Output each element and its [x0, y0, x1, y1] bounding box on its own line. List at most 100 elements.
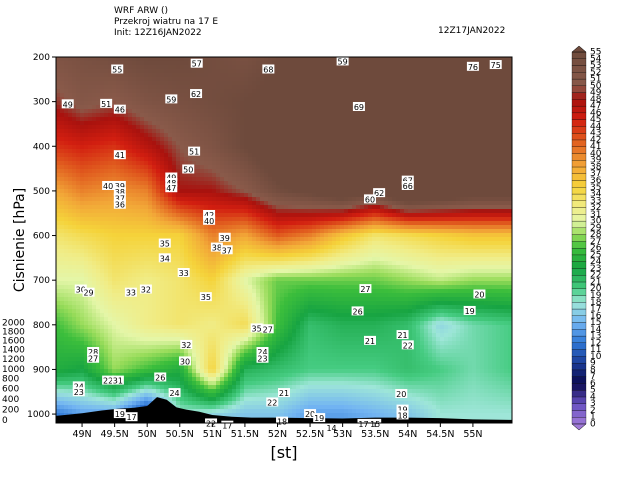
wind-cell [312, 141, 317, 146]
wind-cell [68, 213, 73, 218]
wind-cell [176, 93, 181, 98]
wind-cell [208, 61, 213, 66]
wind-cell [116, 125, 121, 130]
wind-cell [352, 173, 357, 178]
wind-cell [92, 97, 97, 102]
wind-cell [56, 65, 61, 70]
wind-cell [392, 177, 397, 182]
wind-cell [500, 69, 505, 74]
wind-cell [68, 117, 73, 122]
wind-cell [436, 97, 441, 102]
wind-cell [56, 97, 61, 102]
wind-cell [160, 141, 165, 146]
wind-cell [108, 193, 113, 198]
wind-cell [484, 105, 489, 110]
wind-cell [352, 221, 357, 226]
wind-cell [336, 121, 341, 126]
wind-cell [136, 69, 141, 74]
wind-cell [328, 153, 333, 158]
wind-cell [340, 133, 345, 138]
wind-cell [68, 141, 73, 146]
wind-cell [508, 205, 512, 210]
wind-cell [116, 221, 121, 226]
wind-cell [252, 157, 257, 162]
wind-cell [196, 141, 201, 146]
wind-cell [324, 133, 329, 138]
wind-cell [352, 201, 357, 206]
wind-cell [292, 101, 297, 106]
wind-cell [280, 141, 285, 146]
wind-cell [420, 93, 425, 98]
wind-cell [484, 129, 489, 134]
wind-cell [128, 189, 133, 194]
wind-cell [172, 89, 177, 94]
wind-cell [292, 89, 297, 94]
wind-cell [468, 57, 473, 62]
wind-cell [240, 85, 245, 90]
wind-cell [156, 101, 161, 106]
wind-cell [272, 129, 277, 134]
wind-cell [56, 117, 61, 122]
wind-cell [436, 225, 441, 230]
wind-cell [108, 69, 113, 74]
wind-cell [80, 165, 85, 170]
wind-cell [408, 77, 413, 82]
wind-cell [304, 77, 309, 82]
wind-cell [80, 149, 85, 154]
wind-cell [460, 61, 465, 66]
wind-cell [468, 73, 473, 78]
wind-cell [380, 217, 385, 222]
wind-cell [284, 117, 289, 122]
wind-cell [132, 69, 137, 74]
wind-cell [216, 121, 221, 126]
wind-cell [388, 181, 393, 186]
wind-cell [268, 73, 273, 78]
wind-cell [284, 217, 289, 222]
wind-cell [400, 133, 405, 138]
wind-cell [140, 165, 145, 170]
wind-cell [256, 157, 261, 162]
wind-cell [128, 141, 133, 146]
wind-cell [336, 205, 341, 210]
wind-cell [140, 121, 145, 126]
wind-cell [76, 173, 81, 178]
wind-cell [260, 57, 265, 62]
wind-cell [68, 221, 73, 226]
wind-cell [344, 157, 349, 162]
wind-cell [464, 125, 469, 130]
wind-cell [136, 173, 141, 178]
wind-cell [304, 145, 309, 150]
wind-cell [500, 165, 505, 170]
wind-cell [160, 85, 165, 90]
wind-cell [328, 173, 333, 178]
wind-cell [368, 93, 373, 98]
wind-cell [424, 93, 429, 98]
wind-cell [504, 61, 509, 66]
wind-cell [392, 61, 397, 66]
wind-cell [224, 77, 229, 82]
wind-cell [180, 177, 185, 182]
wind-cell [348, 105, 353, 110]
wind-cell [452, 217, 457, 222]
wind-cell [276, 57, 281, 62]
wind-cell [436, 57, 441, 62]
wind-cell [144, 193, 149, 198]
wind-cell [284, 189, 289, 194]
wind-cell [256, 217, 261, 222]
wind-cell [468, 145, 473, 150]
wind-cell [252, 85, 257, 90]
wind-cell [468, 101, 473, 106]
wind-cell [384, 193, 389, 198]
wind-cell [220, 57, 225, 62]
wind-cell [84, 61, 89, 66]
wind-cell [112, 213, 117, 218]
wind-cell [132, 145, 137, 150]
wind-cell [240, 105, 245, 110]
wind-cell [508, 121, 512, 126]
wind-cell [332, 65, 337, 70]
wind-cell [160, 105, 165, 110]
wind-cell [296, 121, 301, 126]
wind-cell [344, 145, 349, 150]
wind-cell [456, 125, 461, 130]
wind-cell [392, 181, 397, 186]
